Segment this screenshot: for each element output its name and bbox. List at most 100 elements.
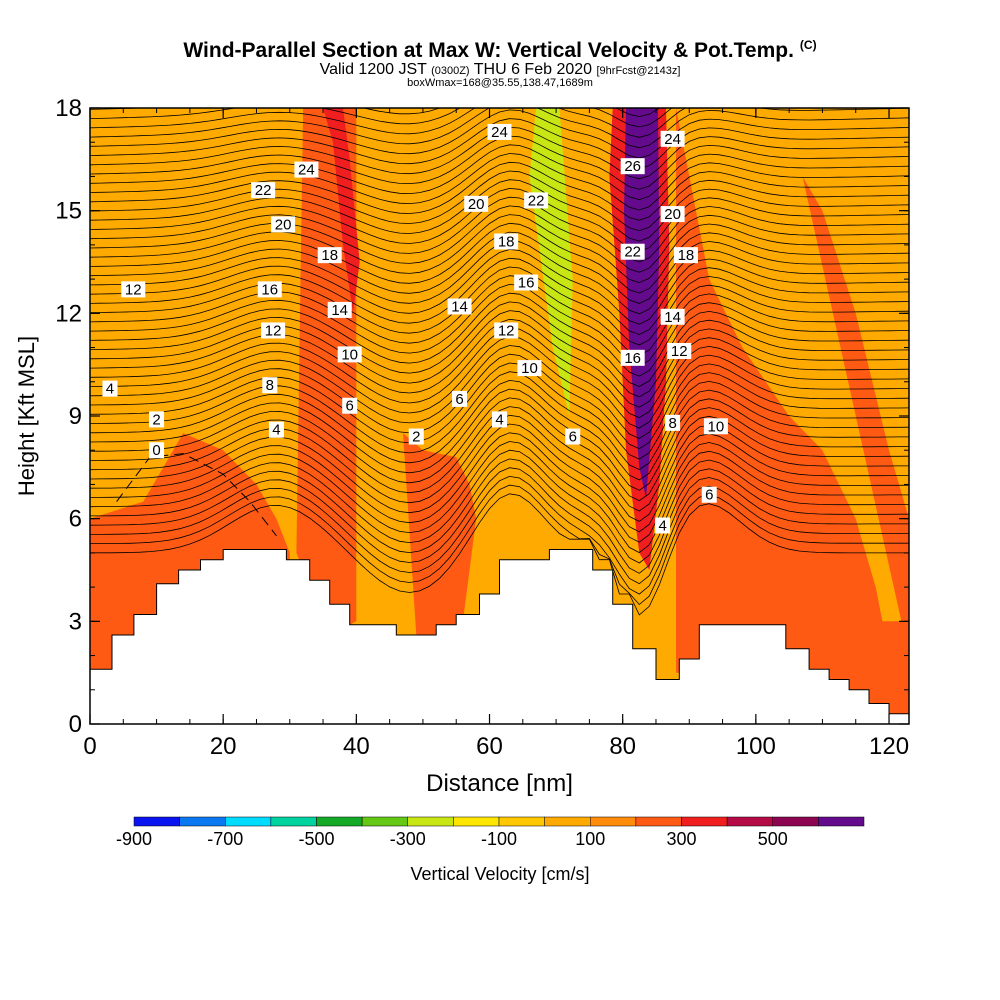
valid-time-utc: (0300Z) bbox=[431, 65, 470, 77]
contour-label-box bbox=[524, 192, 549, 209]
contour-label: 2 bbox=[152, 411, 160, 428]
colorbar-tick-label: 300 bbox=[666, 829, 696, 849]
contour-label-box bbox=[517, 360, 542, 377]
contour-label: 4 bbox=[106, 381, 114, 398]
contour-label: 12 bbox=[498, 322, 515, 339]
contour-label-box bbox=[514, 274, 539, 291]
isentrope-line bbox=[90, 257, 909, 335]
colorbar-tick-label: 100 bbox=[575, 829, 605, 849]
contour-label: 0 bbox=[152, 442, 160, 459]
contour-label-box bbox=[317, 247, 342, 264]
colorbar-tick-label: -100 bbox=[481, 829, 517, 849]
isentrope-line bbox=[90, 144, 909, 201]
isentrope-line bbox=[90, 345, 909, 439]
contour-label: 18 bbox=[321, 247, 338, 264]
contour-label: 10 bbox=[708, 418, 725, 435]
isentrope-line bbox=[90, 475, 909, 595]
colorbar-swatch bbox=[316, 816, 363, 827]
contour-label-box bbox=[149, 411, 165, 428]
contour-label: 26 bbox=[624, 158, 641, 175]
colorbar-label: Vertical Velocity [cm/s] bbox=[410, 864, 589, 884]
isentrope-line bbox=[90, 406, 909, 512]
contour-label-box bbox=[494, 322, 519, 339]
colorbar-swatch bbox=[590, 816, 637, 827]
contour-label: 14 bbox=[664, 309, 681, 326]
isentrope-line bbox=[90, 423, 909, 533]
isentrope-line bbox=[90, 310, 909, 398]
isentrope-line bbox=[90, 109, 909, 159]
contour-label-box bbox=[673, 247, 698, 264]
contour-label-box bbox=[251, 182, 276, 199]
isentrope-line bbox=[90, 449, 909, 564]
field-background bbox=[90, 108, 909, 724]
y-tick-label: 18 bbox=[55, 95, 82, 122]
y-axis-label: Height [Kft MSL] bbox=[14, 336, 39, 496]
contour-label-box bbox=[565, 428, 581, 445]
copyright-mark: (C) bbox=[799, 38, 817, 52]
colorbar-swatch bbox=[179, 816, 226, 827]
velocity-region-ascent-west bbox=[323, 108, 360, 314]
valid-date: THU 6 Feb 2020 bbox=[473, 61, 593, 78]
colorbar-swatch bbox=[635, 816, 682, 827]
contour-label: 4 bbox=[495, 411, 503, 428]
isentrope-line bbox=[90, 467, 909, 585]
contour-label-box bbox=[464, 195, 489, 212]
isentrope-line bbox=[90, 118, 909, 169]
contour-label-box bbox=[487, 123, 512, 140]
colorbar-swatch bbox=[681, 816, 728, 827]
contour-label-box bbox=[494, 233, 519, 250]
forecast-info: [9hrFcst@2143z] bbox=[596, 65, 681, 77]
contour-label-box bbox=[620, 349, 645, 366]
contour-label: 18 bbox=[678, 247, 695, 264]
terrain bbox=[89, 549, 910, 725]
colorbar-swatch bbox=[818, 816, 865, 827]
isentrope-line bbox=[90, 266, 909, 346]
contour-label-box bbox=[261, 322, 286, 339]
colorbar: -900 -700 -500 -300 -100 100 300 500 Vertical Ve… bbox=[116, 816, 865, 884]
colorbar-swatch bbox=[225, 816, 272, 827]
ascent-zone bbox=[676, 108, 909, 724]
isentrope-line bbox=[90, 318, 909, 408]
contour-label: 18 bbox=[498, 233, 515, 250]
isentrope-line bbox=[90, 484, 909, 606]
isentrope-line bbox=[90, 214, 909, 284]
contour-label-box bbox=[257, 281, 282, 298]
x-tick-label: 60 bbox=[476, 733, 503, 760]
contour-label-box bbox=[452, 390, 468, 407]
isentrope-line bbox=[90, 126, 909, 180]
colorbar-swatch bbox=[270, 816, 317, 827]
contour-label: 4 bbox=[272, 422, 280, 439]
contour-label-box bbox=[327, 301, 352, 318]
colorbar-tick-label: -700 bbox=[207, 829, 243, 849]
colorbar-swatch bbox=[544, 816, 591, 827]
x-tick-label: 20 bbox=[210, 733, 237, 760]
contour-label: 14 bbox=[331, 302, 348, 319]
isentrope-line bbox=[90, 170, 909, 232]
isentrope-line bbox=[90, 240, 909, 315]
y-tick-label: 3 bbox=[69, 608, 82, 635]
isentrope-line bbox=[90, 292, 909, 377]
isentrope-line bbox=[90, 336, 909, 429]
contour-label-box bbox=[408, 428, 424, 445]
contour-label: 16 bbox=[518, 275, 535, 292]
isentrope-line bbox=[90, 414, 909, 522]
ascent-zone bbox=[90, 433, 290, 724]
contour-label: 16 bbox=[624, 350, 641, 367]
x-tick-label: 40 bbox=[343, 733, 370, 760]
contour-label-box bbox=[121, 281, 146, 298]
isentrope-line bbox=[90, 432, 909, 543]
contour-label: 16 bbox=[261, 281, 278, 298]
contour-label: 10 bbox=[521, 360, 538, 377]
x-axis-label: Distance [nm] bbox=[426, 770, 573, 797]
contour-label: 12 bbox=[125, 281, 142, 298]
isentrope-line bbox=[90, 379, 909, 481]
contour-label-box bbox=[262, 377, 278, 394]
isentrope-line bbox=[90, 493, 909, 616]
isentrope-line bbox=[90, 283, 909, 367]
colorbar-swatch bbox=[772, 816, 819, 827]
contour-label: 20 bbox=[664, 206, 681, 223]
colorbar-swatch bbox=[361, 816, 408, 827]
isentrope-line bbox=[90, 222, 909, 294]
chart-subtitle: Valid 1200 JST (0300Z) THU 6 Feb 2020 [9… bbox=[0, 61, 1000, 79]
